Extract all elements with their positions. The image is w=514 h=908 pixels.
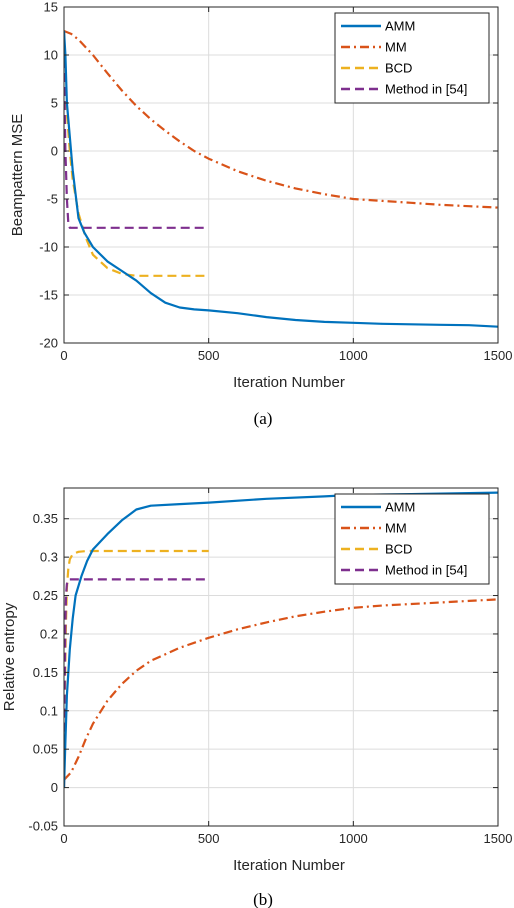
subfigure-caption: (a) [254,409,273,428]
y-tick-label: -15 [39,288,58,303]
series-line-amm [64,491,498,788]
series-line-mm [64,598,498,781]
y-tick-label: 0.15 [33,665,58,680]
y-tick-label: -20 [39,336,58,351]
legend-entry: BCD [385,61,412,76]
x-axis-label: Iteration Number [233,374,345,391]
chart-a: 0 500 1000 1500 -20 -15 -10 -5 0 5 10 15 Iteration N… [9,0,512,428]
legend-entry: AMM [385,500,415,515]
x-tick-label: 1500 [484,831,513,846]
legend-entry: MM [385,40,407,55]
y-tick-label: 0 [51,144,58,159]
legend-entry: MM [385,521,407,536]
x-tick-label: 0 [60,831,67,846]
y-tick-label: 0.05 [33,742,58,757]
chart-b: 0 500 1000 1500-0.0500.050.10.150.20.250.30… [1,487,513,908]
y-tick-label: 0.25 [33,588,58,603]
x-tick-label: 500 [198,831,220,846]
y-axis-label: Relative entropy [1,602,18,711]
series-line-bcd [64,549,209,788]
legend-entry: Method in [54] [385,82,467,97]
x-tick-label: 1000 [339,831,368,846]
y-tick-label: 5 [51,96,58,111]
y-tick-label: 10 [44,48,58,63]
series-line-amm [64,30,498,328]
y-tick-label: 0 [51,780,58,795]
y-tick-label: 0.3 [40,550,58,565]
y-tick-label: -0.05 [28,819,58,834]
axes-box [63,487,499,827]
legend: AMM MM BCD Method in [54] [334,12,490,104]
y-tick-label: 0.2 [40,626,58,641]
y-axis-label: Beampattern MSE [9,114,26,237]
x-tick-label: 1500 [484,348,513,363]
axes-box [63,6,499,344]
legend-entry: Method in [54] [385,563,467,578]
y-tick-label: 15 [44,0,58,15]
y-tick-label: -10 [39,240,58,255]
subfigure-caption: (b) [253,890,273,908]
x-tick-label: 1000 [339,348,368,363]
x-axis-label: Iteration Number [233,857,345,874]
x-tick-label: 500 [198,348,220,363]
x-tick-label: 0 [60,348,67,363]
y-tick-label: -5 [46,192,58,207]
series-line-method-in-54- [64,578,209,788]
y-tick-label: 0.1 [40,703,58,718]
legend: AMM MM BCD Method in [54] [334,493,490,585]
legend-entry: BCD [385,542,412,557]
legend-entry: AMM [385,19,415,34]
y-tick-label: 0.35 [33,511,58,526]
